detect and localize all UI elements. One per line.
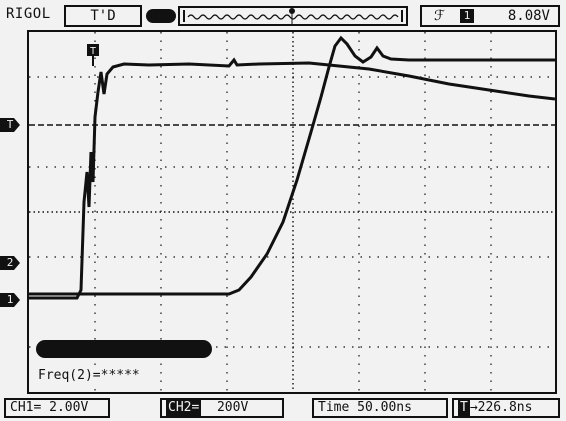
ch2-scale-box: CH2= 200V (160, 398, 284, 418)
time-label: Time (318, 400, 350, 415)
ch1-ground-marker: 1 (0, 293, 20, 307)
brand-logo: RIGOL (6, 6, 51, 22)
trigger-offset-icon: T (458, 400, 470, 416)
trigger-settings: ℱ 1 8.08V (420, 5, 560, 27)
channel-marker-strip: T 2 1 (0, 30, 27, 394)
waveform-display: T (27, 30, 557, 394)
bottom-status-bar: CH1= 2.00V CH2= 200V Time 50.00ns T →226.… (0, 396, 566, 421)
acquisition-progress-bar (36, 340, 212, 358)
ch1-waveform (29, 57, 555, 300)
frequency-measurement: Freq(2)=***** (38, 368, 140, 383)
trigger-offset: →226.8ns (469, 400, 533, 415)
ch2-scale: 200V (216, 400, 249, 415)
svg-text:T: T (90, 46, 96, 57)
timebase-box: Time 50.00ns (312, 398, 448, 418)
ch1-scale-box: CH1= 2.00V (4, 398, 110, 418)
ch1-label: CH1 (10, 400, 34, 415)
trigger-offset-box: T →226.8ns (452, 398, 560, 418)
ch2-coupling-icon: = (191, 400, 200, 415)
memory-wave-icon (183, 8, 403, 24)
memory-position-indicator (146, 9, 176, 23)
ch1-coupling-icon: = (33, 400, 42, 415)
rising-edge-icon: ℱ (434, 8, 446, 24)
waveform-grid: T (29, 32, 555, 392)
trigger-level: 8.08V (507, 8, 550, 24)
ch2-label: CH2= (166, 400, 202, 416)
ch2-waveform (29, 35, 555, 296)
memory-depth-overview (178, 6, 408, 26)
time-scale: 50.00ns (357, 400, 412, 415)
top-status-bar: RIGOL T'D ℱ 1 8.08V (0, 0, 566, 28)
ch1-scale: 2.00V (49, 400, 89, 415)
trigger-position-marker: T (87, 44, 99, 66)
trigger-level-marker: T (0, 118, 20, 132)
trigger-status: T'D (64, 5, 142, 27)
ch2-ground-marker: 2 (0, 256, 20, 270)
trigger-source-badge: 1 (460, 9, 474, 23)
